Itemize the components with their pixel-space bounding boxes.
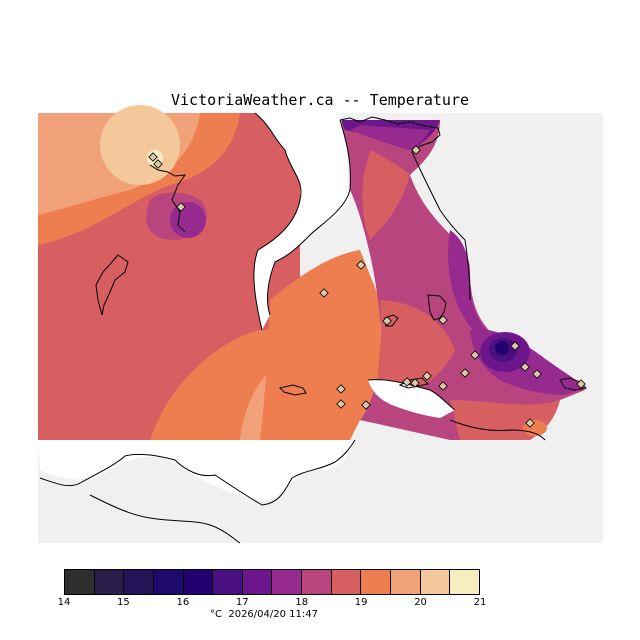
colorbar-footer: °C 2026/04/20 11:47 [210, 609, 318, 620]
station-marker[interactable] [438, 381, 448, 391]
colorbar-tick-label: 17 [235, 597, 249, 608]
station-marker[interactable] [422, 371, 432, 381]
station-marker[interactable] [520, 362, 530, 372]
colorbar-tick-label: 15 [117, 597, 130, 608]
colorbar-tick-label: 16 [176, 597, 190, 608]
colorbar-tick-label: 20 [414, 597, 427, 608]
colorbar-swatch [361, 570, 392, 594]
colorbar-swatch [213, 570, 243, 594]
station-markers[interactable] [148, 145, 586, 428]
timestamp-label: 2026/04/20 11:47 [228, 609, 318, 620]
colorbar-swatch [65, 570, 95, 594]
station-marker[interactable] [336, 399, 346, 409]
temperature-map[interactable] [0, 0, 640, 560]
colorbar-swatch [331, 570, 362, 594]
station-marker[interactable] [153, 159, 163, 169]
station-marker[interactable] [148, 152, 158, 162]
colorbar-swatch [94, 570, 125, 594]
water-bodies [38, 113, 603, 543]
colorbar-swatch [242, 570, 273, 594]
east-landmass-contours [260, 120, 585, 440]
map-title: VictoriaWeather.ca -- Temperature [170, 91, 469, 109]
station-marker[interactable] [402, 377, 412, 387]
station-marker[interactable] [532, 369, 542, 379]
colorbar-swatch [272, 570, 303, 594]
station-marker[interactable] [470, 350, 480, 360]
station-marker[interactable] [319, 288, 329, 298]
coastlines [39, 112, 588, 544]
colorbar-tick-label: 18 [295, 597, 309, 608]
station-marker[interactable] [438, 315, 448, 325]
temperature-colorbar [64, 569, 480, 595]
colorbar-tick-label: 21 [473, 597, 487, 608]
station-marker[interactable] [336, 384, 346, 394]
colorbar-swatch [391, 570, 421, 594]
colorbar-tick-label: 19 [354, 597, 368, 608]
colorbar-swatch [124, 570, 154, 594]
colorbar-swatch [153, 570, 184, 594]
colorbar-swatch [302, 570, 332, 594]
station-marker[interactable] [382, 316, 392, 326]
station-marker[interactable] [410, 378, 420, 388]
station-marker[interactable] [361, 400, 371, 410]
colorbar-swatch [183, 570, 214, 594]
station-marker[interactable] [510, 341, 520, 351]
station-marker[interactable] [176, 202, 186, 212]
unit-label: °C [210, 609, 222, 620]
station-marker[interactable] [356, 260, 366, 270]
colorbar-tick-label: 14 [57, 597, 71, 608]
station-marker[interactable] [460, 368, 470, 378]
station-marker[interactable] [411, 145, 421, 155]
colorbar-swatch [420, 570, 451, 594]
colorbar-ticks: 14 15 16 17 18 19 20 21 [58, 597, 487, 611]
colorbar-swatch [450, 570, 479, 594]
station-marker[interactable] [576, 379, 586, 389]
station-marker[interactable] [525, 418, 535, 428]
